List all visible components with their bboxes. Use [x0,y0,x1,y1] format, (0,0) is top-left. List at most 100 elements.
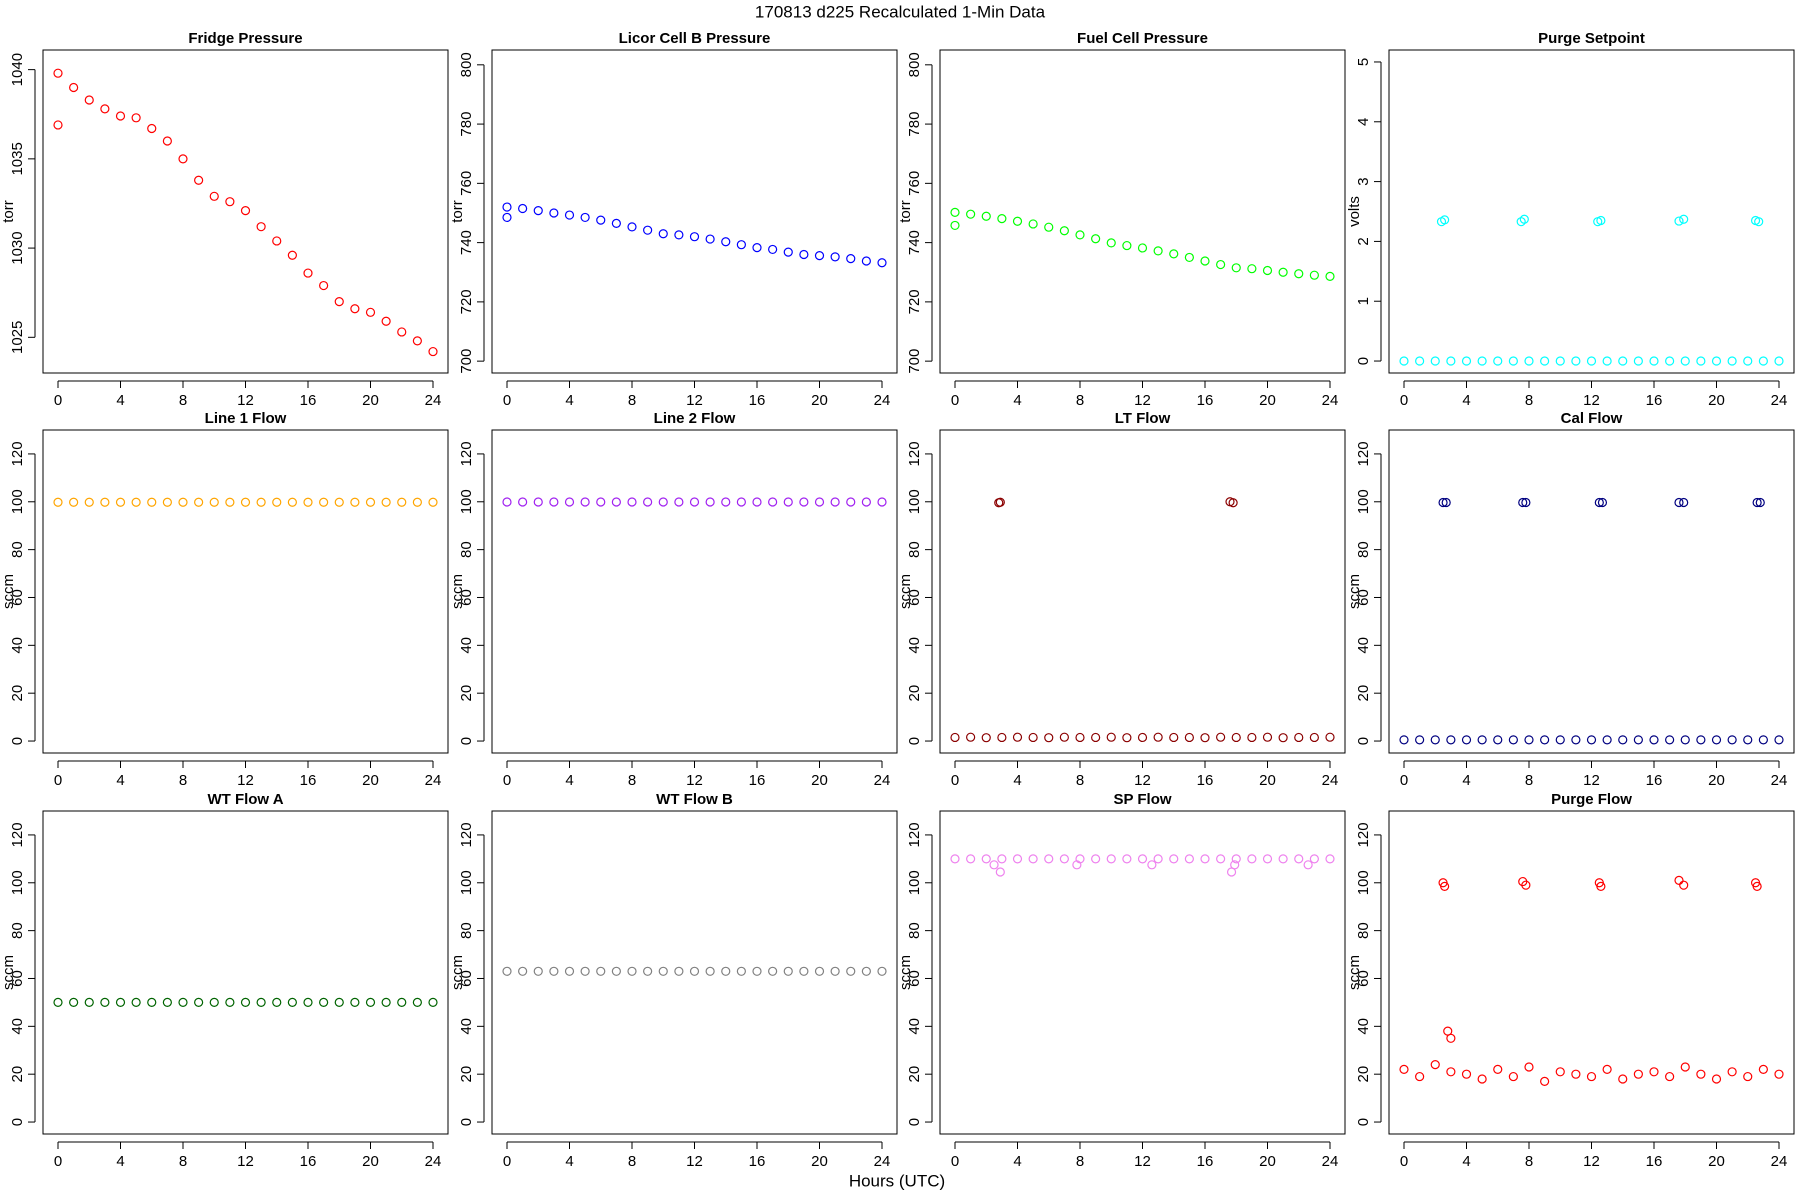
data-point [1278,267,1288,277]
data-point [1727,356,1737,366]
x-tick-label: 16 [300,392,317,409]
data-point [861,966,871,976]
x-tick-label: 24 [1771,1153,1788,1170]
data-point [100,997,110,1008]
data-point [1059,854,1069,864]
y-tick-label: 20 [458,1066,475,1083]
data-point [1446,356,1456,366]
data-point [1072,860,1082,870]
data-point [674,230,684,240]
x-tick-label: 24 [425,392,442,409]
y-tick-label: 120 [458,441,475,466]
data-point [147,123,157,134]
y-tick-label: 80 [1355,922,1372,939]
data-point [303,497,313,507]
y-tick-label: 60 [458,970,475,987]
plot-frame [491,810,898,1135]
data-point [799,497,809,507]
data-point [1430,1060,1440,1070]
data-point [768,244,778,255]
data-point [1230,860,1240,870]
x-tick-label: 4 [1462,772,1470,789]
data-point [428,997,438,1008]
y-tick-label: 80 [906,922,923,939]
data-point [1649,735,1659,745]
data-point [334,297,344,307]
plot-frame [491,49,898,374]
data-point [1446,735,1456,745]
data-point [1430,356,1440,366]
y-tick-label: 60 [9,589,26,606]
data-point [53,497,63,507]
x-tick-label: 24 [425,772,442,789]
x-tick-label: 16 [749,772,766,789]
data-point [1044,854,1054,864]
data-point [1602,356,1612,366]
plot-frame [42,49,449,374]
data-point [428,497,438,507]
data-point [643,225,653,235]
x-tick-label: 20 [1259,772,1276,789]
x-tick-label: 16 [1197,392,1214,409]
y-tick-label: 700 [458,349,475,374]
y-tick-label: 3 [1355,177,1372,185]
data-point [303,997,313,1008]
x-tick-label: 12 [237,772,254,789]
x-tick-label: 0 [951,392,959,409]
y-tick-label: 60 [906,970,923,987]
data-point [1571,1069,1581,1079]
x-tick-label: 8 [179,1153,187,1170]
data-point [950,220,960,231]
data-point [1440,881,1450,891]
data-point [1679,214,1689,224]
data-point [1278,733,1288,743]
data-point [1309,854,1319,864]
x-tick-label: 20 [811,392,828,409]
y-tick-label: 1040 [9,53,26,86]
panel-title: Fridge Pressure [188,30,302,47]
y-tick-label: 100 [458,489,475,514]
x-tick-label: 20 [811,1153,828,1170]
y-tick-label: 0 [9,1118,26,1126]
data-point [502,202,512,212]
data-point [1521,880,1531,890]
data-point [814,251,825,261]
plot-frame [42,810,449,1135]
data-point [830,497,840,507]
x-tick-label: 4 [565,1153,573,1170]
y-tick-label: 20 [906,1066,923,1083]
x-tick-label: 4 [1013,772,1021,789]
x-tick-label: 4 [1013,1153,1021,1170]
data-point [1044,733,1054,743]
data-point [1586,1071,1597,1082]
x-tick-label: 4 [565,772,573,789]
data-point [1727,735,1737,745]
y-tick-label: 120 [1355,441,1372,466]
data-point [846,966,856,976]
y-tick-label: 780 [906,112,923,137]
x-tick-label: 24 [874,772,891,789]
data-point [1679,880,1689,890]
y-axis-label: torr [897,200,914,223]
data-point [1184,854,1194,864]
data-point [1153,246,1163,256]
data-point [1674,497,1684,508]
panel-title: WT Flow B [656,791,733,808]
data-point [1571,735,1581,745]
data-point [1278,854,1288,864]
y-tick-label: 800 [458,52,475,77]
x-tick-label: 24 [1322,392,1339,409]
data-point [814,966,825,976]
data-point [1122,854,1132,864]
data-point [981,854,991,864]
data-point [846,254,856,264]
data-point [1596,881,1606,891]
data-point [1602,1064,1612,1075]
data-point [1493,356,1503,366]
y-tick-label: 700 [906,349,923,374]
y-tick-label: 120 [906,441,923,466]
data-point [1106,238,1116,248]
data-point [319,497,329,507]
x-tick-label: 8 [1525,772,1533,789]
data-point [412,336,422,346]
